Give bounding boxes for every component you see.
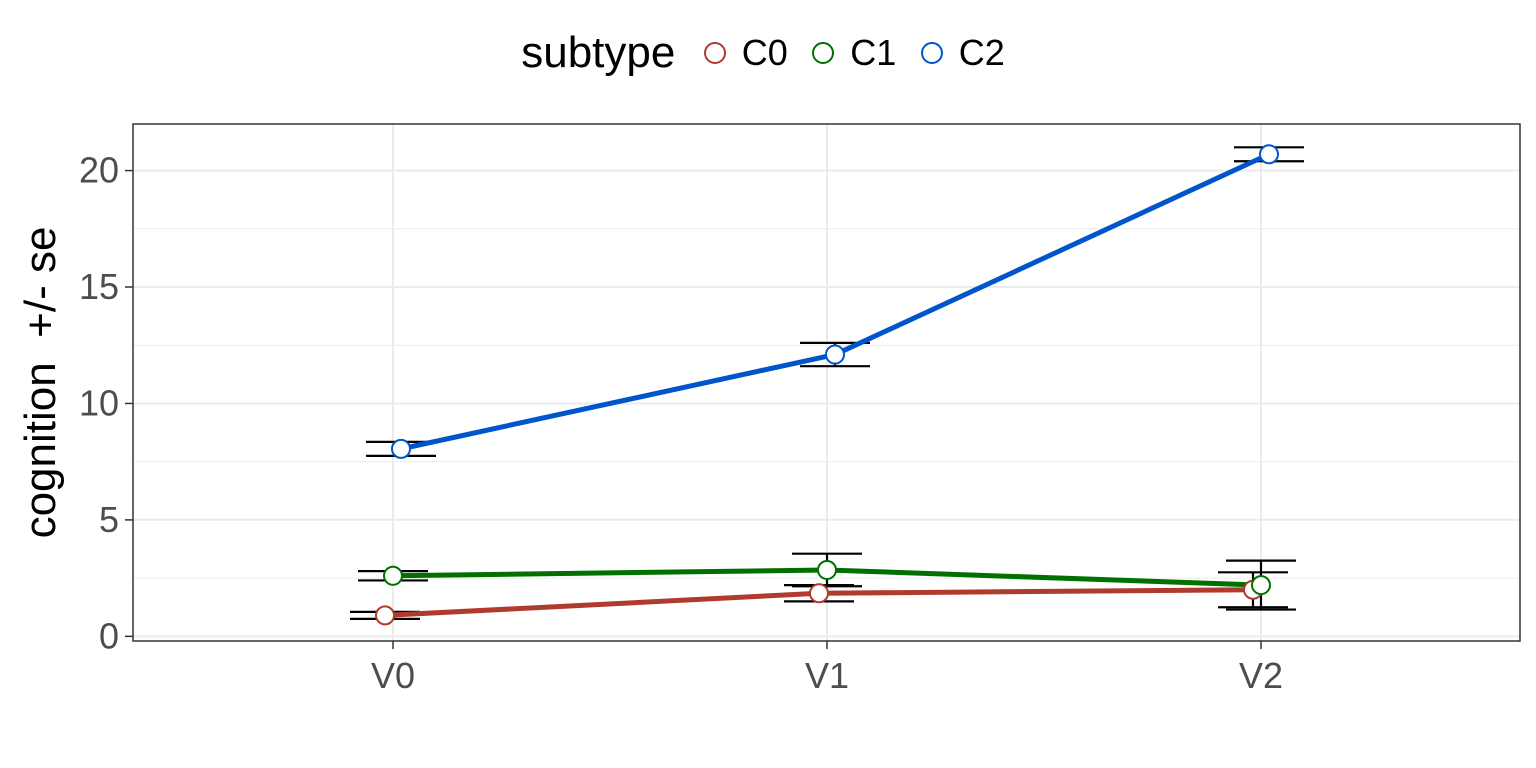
data-point-c1	[383, 565, 403, 586]
data-point-c2	[391, 438, 411, 459]
y-tick-label: 0	[99, 615, 119, 656]
y-tick-label: 20	[79, 150, 119, 191]
legend-key-c2	[920, 42, 943, 64]
data-point-c2	[825, 344, 845, 365]
x-tick-label: V1	[805, 655, 849, 696]
legend-label-c0: C0	[741, 32, 788, 73]
legend-item-c1: C1	[812, 32, 896, 74]
data-point-c2	[1259, 144, 1279, 165]
y-axis-title: cognition +/- se	[16, 227, 65, 539]
y-tick-label: 15	[79, 266, 119, 307]
legend-item-c2: C2	[920, 32, 1005, 74]
data-point-c1	[817, 559, 837, 580]
legend-label-c1: C1	[850, 32, 897, 73]
x-tick-label: V0	[371, 655, 415, 696]
data-point-c0	[809, 583, 829, 604]
data-point-c0	[375, 605, 395, 626]
legend-key-c1	[812, 42, 835, 64]
data-point-c1	[1251, 575, 1271, 596]
legend-label-c2: C2	[958, 32, 1005, 73]
legend: subtype C0 C1 C2	[0, 28, 1536, 78]
legend-key-c0	[703, 42, 726, 64]
y-tick-label: 10	[79, 382, 119, 423]
legend-item-c0: C0	[703, 32, 788, 74]
x-tick-label: V2	[1239, 655, 1283, 696]
legend-title: subtype	[521, 28, 676, 77]
y-tick-label: 5	[99, 499, 119, 540]
